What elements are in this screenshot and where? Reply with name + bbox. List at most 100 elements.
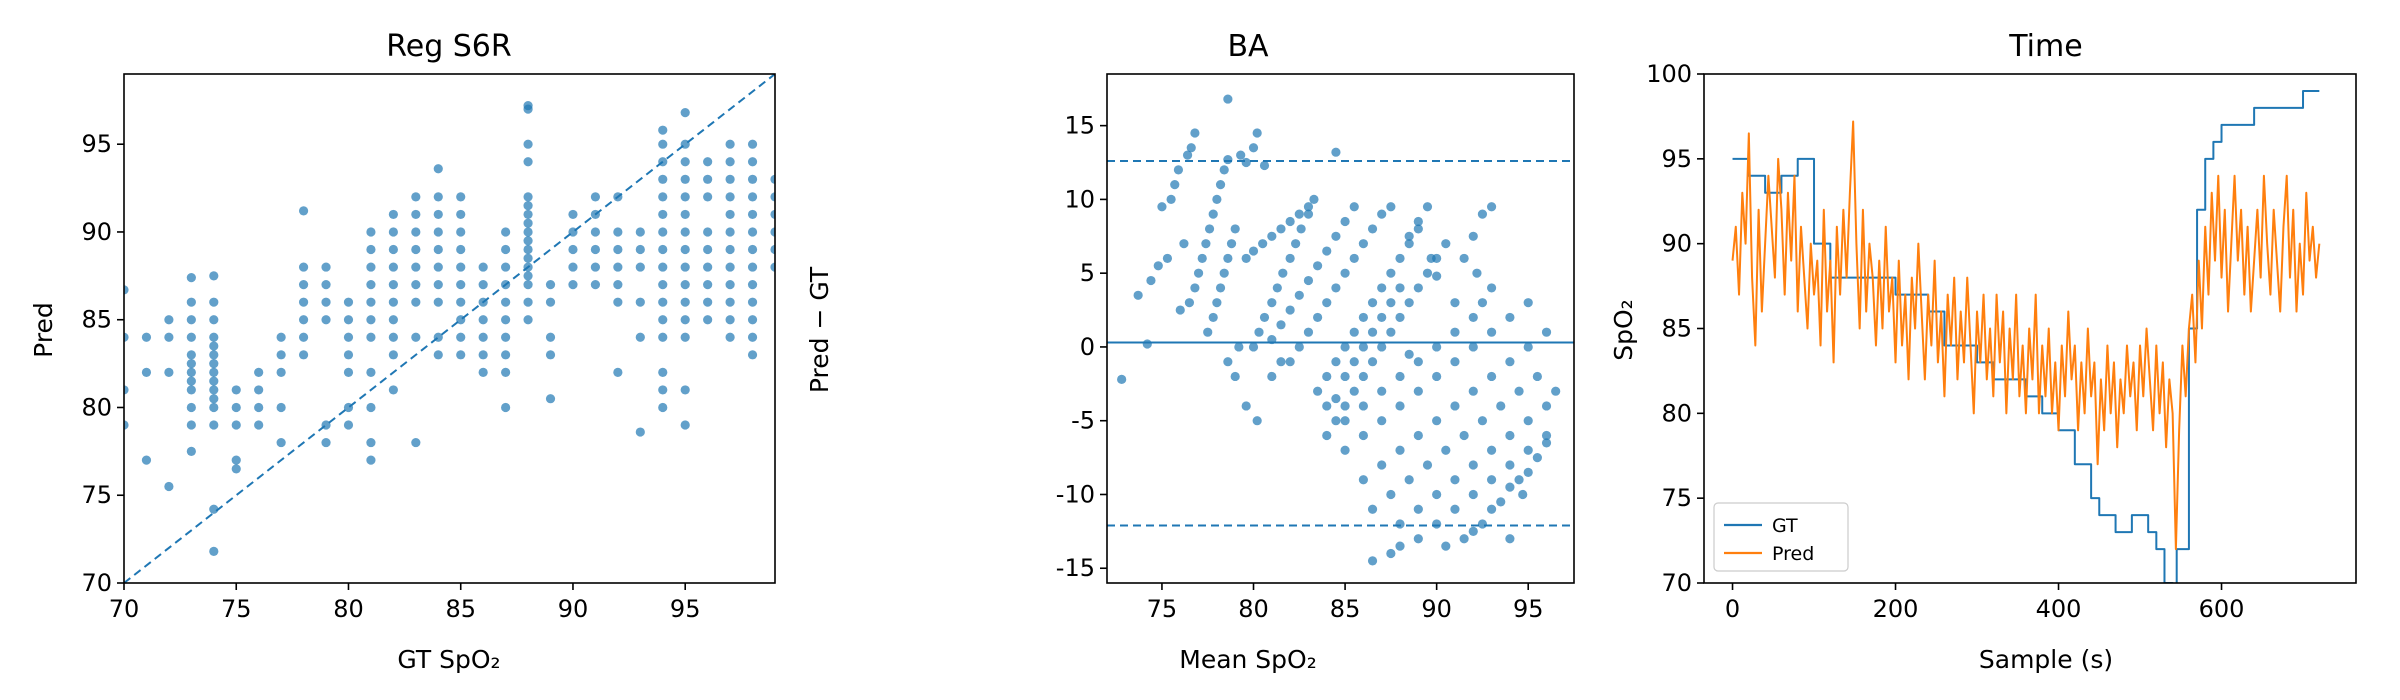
data-point [1404, 349, 1414, 359]
data-point [411, 332, 421, 342]
data-point [545, 394, 556, 404]
data-point [725, 244, 735, 255]
data-point [366, 297, 376, 307]
data-point [1208, 209, 1218, 219]
data-point [231, 402, 241, 413]
data-point [1404, 239, 1414, 249]
y-tick-label: 90 [1661, 230, 1692, 258]
data-point [1331, 416, 1341, 426]
data-point [209, 402, 219, 413]
data-point [1404, 298, 1414, 308]
data-point [1294, 209, 1304, 219]
data-point [164, 332, 174, 342]
data-point [1404, 475, 1414, 485]
data-point [1486, 445, 1497, 455]
y-tick-label: 100 [1646, 60, 1692, 88]
data-point [680, 227, 690, 237]
data-point [1322, 371, 1332, 382]
data-point [501, 227, 511, 237]
y-tick-label: 85 [1661, 315, 1692, 343]
data-point [747, 297, 758, 307]
data-point [1395, 401, 1405, 411]
x-tick-label: 95 [1513, 595, 1544, 623]
panel-regression: Reg S6R GT SpO₂ Pred 70 75 80 85 90 95 70 75 80 8… [29, 29, 776, 674]
axes-frame [1703, 73, 2357, 584]
data-point [770, 192, 775, 202]
data-point [523, 244, 533, 255]
data-point [501, 262, 511, 272]
data-point [388, 227, 398, 237]
data-point [770, 227, 775, 237]
data-point [456, 350, 466, 360]
data-point [1395, 283, 1405, 293]
data-point [343, 315, 354, 325]
data-point [433, 227, 443, 237]
data-point [770, 244, 775, 255]
data-point [1358, 239, 1368, 249]
data-point [186, 315, 196, 325]
data-point [703, 192, 713, 202]
data-point [1285, 357, 1295, 367]
data-point [388, 280, 398, 290]
data-point [658, 332, 668, 342]
data-point [1340, 445, 1350, 455]
data-point [1505, 482, 1515, 492]
data-point [1468, 460, 1478, 470]
legend-label-gt: GT [1772, 515, 1798, 537]
data-point [680, 262, 690, 272]
data-point [298, 350, 309, 360]
data-point [770, 262, 775, 272]
data-point [658, 227, 668, 237]
data-point [1267, 298, 1277, 308]
data-point [433, 262, 443, 272]
data-point [388, 209, 398, 220]
data-point [366, 332, 376, 342]
data-point [1259, 160, 1270, 171]
data-point [411, 297, 421, 307]
data-point [388, 244, 398, 255]
data-point [658, 297, 668, 307]
data-point [1459, 253, 1469, 264]
y-axis-label: Pred [29, 302, 58, 358]
data-point [1450, 327, 1460, 337]
data-point [1441, 541, 1451, 551]
data-point [1201, 239, 1211, 249]
data-point [523, 297, 533, 307]
data-point [523, 104, 533, 114]
y-tick-label: -15 [1056, 554, 1095, 582]
data-point [1285, 305, 1295, 315]
data-point [568, 280, 578, 290]
data-point [433, 332, 443, 342]
data-point [747, 332, 758, 342]
data-point [411, 244, 421, 255]
data-point [1223, 357, 1233, 367]
data-point [545, 280, 556, 290]
data-point [164, 315, 174, 325]
data-point [1241, 253, 1251, 264]
data-point [124, 420, 129, 430]
data-point [456, 209, 466, 220]
data-point [1514, 386, 1524, 396]
x-tick-label: 80 [1238, 595, 1269, 623]
data-point [1413, 386, 1423, 396]
data-point [747, 174, 758, 184]
data-point [590, 209, 601, 220]
data-point [209, 297, 219, 307]
data-point [1190, 283, 1200, 293]
data-point [613, 262, 623, 272]
data-point [1331, 231, 1341, 241]
data-point [1285, 253, 1295, 264]
data-point [1349, 253, 1359, 264]
data-point [1294, 290, 1304, 300]
data-point [658, 139, 668, 149]
data-point [725, 280, 735, 290]
data-point [501, 297, 511, 307]
data-point [1386, 548, 1396, 559]
x-axis-label: Sample (s) [1979, 645, 2113, 674]
data-point [1230, 371, 1240, 382]
data-point [635, 427, 645, 437]
identity-line [124, 74, 775, 583]
data-point [343, 297, 354, 307]
data-point [1358, 475, 1368, 485]
data-point [1432, 342, 1442, 352]
